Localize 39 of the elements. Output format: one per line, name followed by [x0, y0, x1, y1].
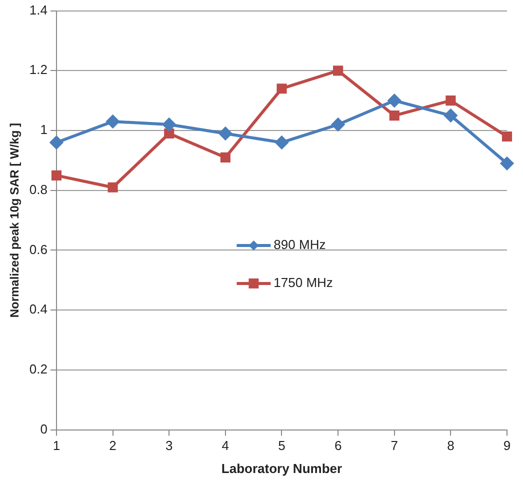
- point: [275, 136, 288, 149]
- x-tick-label: 6: [334, 438, 342, 454]
- x-tick-label: 9: [503, 438, 511, 454]
- y-tick-label: 1: [40, 122, 48, 138]
- y-tick-label: 0.8: [29, 182, 48, 197]
- point: [500, 156, 514, 170]
- point: [332, 118, 345, 132]
- point: [502, 131, 512, 142]
- x-tick-label: 3: [165, 438, 173, 454]
- point: [276, 84, 287, 94]
- y-tick-label: 0: [40, 421, 48, 436]
- point: [51, 170, 62, 180]
- point: [220, 152, 230, 162]
- point: [108, 182, 118, 192]
- point: [164, 128, 174, 139]
- x-axis-title: Laboratory Number: [221, 460, 342, 476]
- point: [389, 110, 400, 121]
- point: [162, 118, 176, 132]
- y-tick-label: 0.6: [29, 242, 48, 257]
- legend-label: 890 MHz: [274, 237, 326, 252]
- legend-label: 1750 MHz: [274, 275, 333, 290]
- y-tick-label: 0.4: [29, 302, 48, 317]
- x-tick-label: 5: [278, 438, 286, 454]
- x-tick-label: 7: [390, 438, 398, 454]
- y-axis-title: Normalized peak 10g SAR [ W/kg ]: [8, 122, 22, 318]
- point: [106, 115, 120, 128]
- x-tick-label: 1: [52, 438, 60, 454]
- x-tick-label: 2: [109, 438, 116, 454]
- x-tick-label: 8: [447, 438, 454, 454]
- y-tick-label: 1.4: [29, 2, 48, 18]
- point: [218, 127, 232, 140]
- point: [446, 96, 456, 106]
- point: [444, 109, 458, 122]
- point: [333, 66, 344, 76]
- y-tick-label: 1.2: [29, 62, 48, 78]
- point: [50, 136, 63, 149]
- x-tick-label: 4: [222, 438, 230, 454]
- point: [388, 94, 401, 108]
- y-tick-label: 0.2: [29, 362, 48, 377]
